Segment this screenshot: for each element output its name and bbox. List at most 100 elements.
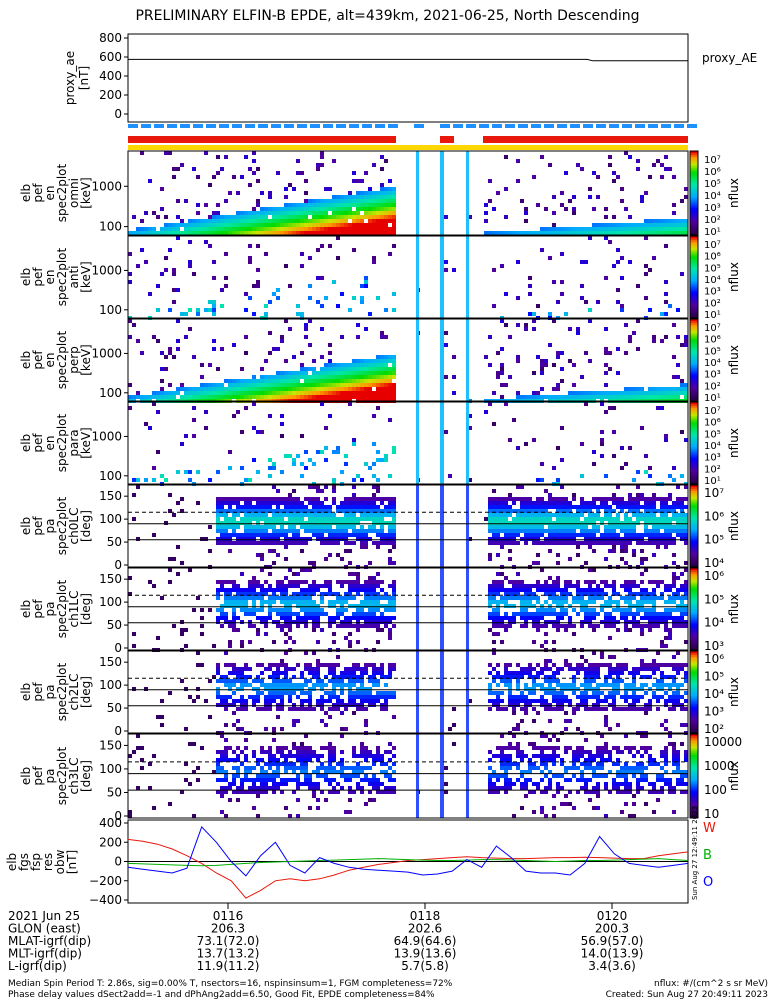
pa_1-pixel [336, 600, 340, 604]
en_3-colorbar-step [690, 329, 698, 332]
en_1-pixel [232, 231, 236, 235]
pa_0-pixel [264, 505, 268, 509]
en_3-pixel [652, 391, 656, 395]
pa_1-pixel [300, 608, 304, 612]
pa_2-pixel [524, 695, 528, 699]
pa_0-pixel [136, 537, 140, 541]
pa_2-pixel [564, 687, 568, 691]
en_4-pixel [644, 470, 648, 474]
pa_0-pixel [628, 493, 632, 497]
pa_0-pixel [248, 521, 252, 525]
en_3-pixel [632, 331, 636, 335]
en_1-pixel [356, 231, 360, 235]
pa_0-pixel [652, 553, 656, 557]
pa_2-pixel [216, 667, 220, 671]
en_1-pixel [240, 231, 244, 235]
pa_0-pixel [536, 533, 540, 537]
pa_0-pixel [616, 517, 620, 521]
pa_1-pixel [488, 628, 492, 632]
pa_0-pixel [272, 529, 276, 533]
pa_1-pixel [520, 600, 524, 604]
en_1-pixel [200, 223, 204, 227]
en_1-pixel [316, 167, 320, 171]
en_4-pixel [368, 466, 372, 470]
en_3-pixel [660, 395, 664, 399]
page-title: PRELIMINARY ELFIN-B EPDE, alt=439km, 202… [135, 8, 640, 24]
en_1-pixel [308, 231, 312, 235]
en_3-pixel [260, 367, 264, 371]
en_3-pixel [292, 371, 296, 375]
pa_1-pixel [232, 628, 236, 632]
en_1-pixel [224, 223, 228, 227]
pa_1-pixel [224, 588, 228, 592]
en_1-pixel [644, 231, 648, 235]
en_3-pixel [336, 383, 340, 387]
pa_2-pixel [340, 683, 344, 687]
pa_2-pixel [252, 679, 256, 683]
en_2-pixel [264, 304, 268, 308]
pa_0-pixel [220, 533, 224, 537]
en_4-ylabel: en [43, 436, 57, 451]
pa_2-pixel [312, 683, 316, 687]
pa_0-pixel [672, 541, 676, 545]
en_3-pixel [632, 395, 636, 399]
pa_2-pixel [344, 671, 348, 675]
pa_2-pixel [156, 715, 160, 719]
pa_1-pixel [304, 624, 308, 628]
en_1-pixel [304, 191, 308, 195]
en_3-pixel [540, 387, 544, 391]
pa_0-pixel [256, 501, 260, 505]
pa_0-pixel [296, 529, 300, 533]
en_2-ytick-label: 1000 [91, 263, 122, 277]
pa_1-pixel [664, 612, 668, 616]
pa_0-pixel [324, 505, 328, 509]
pa_0-pixel [644, 509, 648, 513]
pa_2-pixel [244, 675, 248, 679]
en_1-pixel [580, 167, 584, 171]
pa_0-pixel [644, 497, 648, 501]
pa_2-pixel [292, 667, 296, 671]
pa_0-pixel [392, 545, 396, 549]
pa_2-pixel [328, 695, 332, 699]
en_2-pixel [180, 312, 184, 316]
pa_0-pixel [628, 521, 632, 525]
en_4-colorbar-step [690, 404, 698, 407]
pa_1-pixel [372, 580, 376, 584]
en_2-pixel [128, 252, 132, 256]
pa_1-pixel [564, 624, 568, 628]
en_1-pixel [360, 223, 364, 227]
pa_0-pixel [340, 517, 344, 521]
en_1-pixel [388, 211, 392, 215]
pa_2-pixel [556, 679, 560, 683]
pa_0-pixel [528, 501, 532, 505]
en_2-pixel [392, 308, 396, 312]
en_3-pixel [316, 391, 320, 395]
en_1-colorbar-step [690, 232, 698, 236]
pa_0-pixel [392, 513, 396, 517]
pa_1-pixel [252, 576, 256, 580]
en_3-pixel [340, 395, 344, 399]
en_3-pixel [640, 391, 644, 395]
en_3-colorbar-tick: 10³ [704, 370, 721, 381]
pa_2-pixel [344, 675, 348, 679]
en_3-pixel [312, 395, 316, 399]
pa_0-pixel [636, 505, 640, 509]
pa_1-pixel [328, 588, 332, 592]
pa_0-pixel [556, 529, 560, 533]
pa_1-pixel [368, 612, 372, 616]
en_3-pixel [336, 395, 340, 399]
pa_2-pixel [548, 687, 552, 691]
en_1-pixel [552, 227, 556, 231]
pa_0-pixel [324, 557, 328, 561]
pa_0-pixel [560, 525, 564, 529]
pa_0-pixel [504, 497, 508, 501]
pa_2-pixel [312, 671, 316, 675]
en_2-pixel [196, 312, 200, 316]
pa_0-pixel [536, 541, 540, 545]
en_3-pixel [236, 395, 240, 399]
pa_0-pixel [632, 549, 636, 553]
blue-status-segment [128, 124, 138, 128]
pa_0-colorbar-step [690, 530, 698, 533]
pa_0-pixel [176, 545, 180, 549]
